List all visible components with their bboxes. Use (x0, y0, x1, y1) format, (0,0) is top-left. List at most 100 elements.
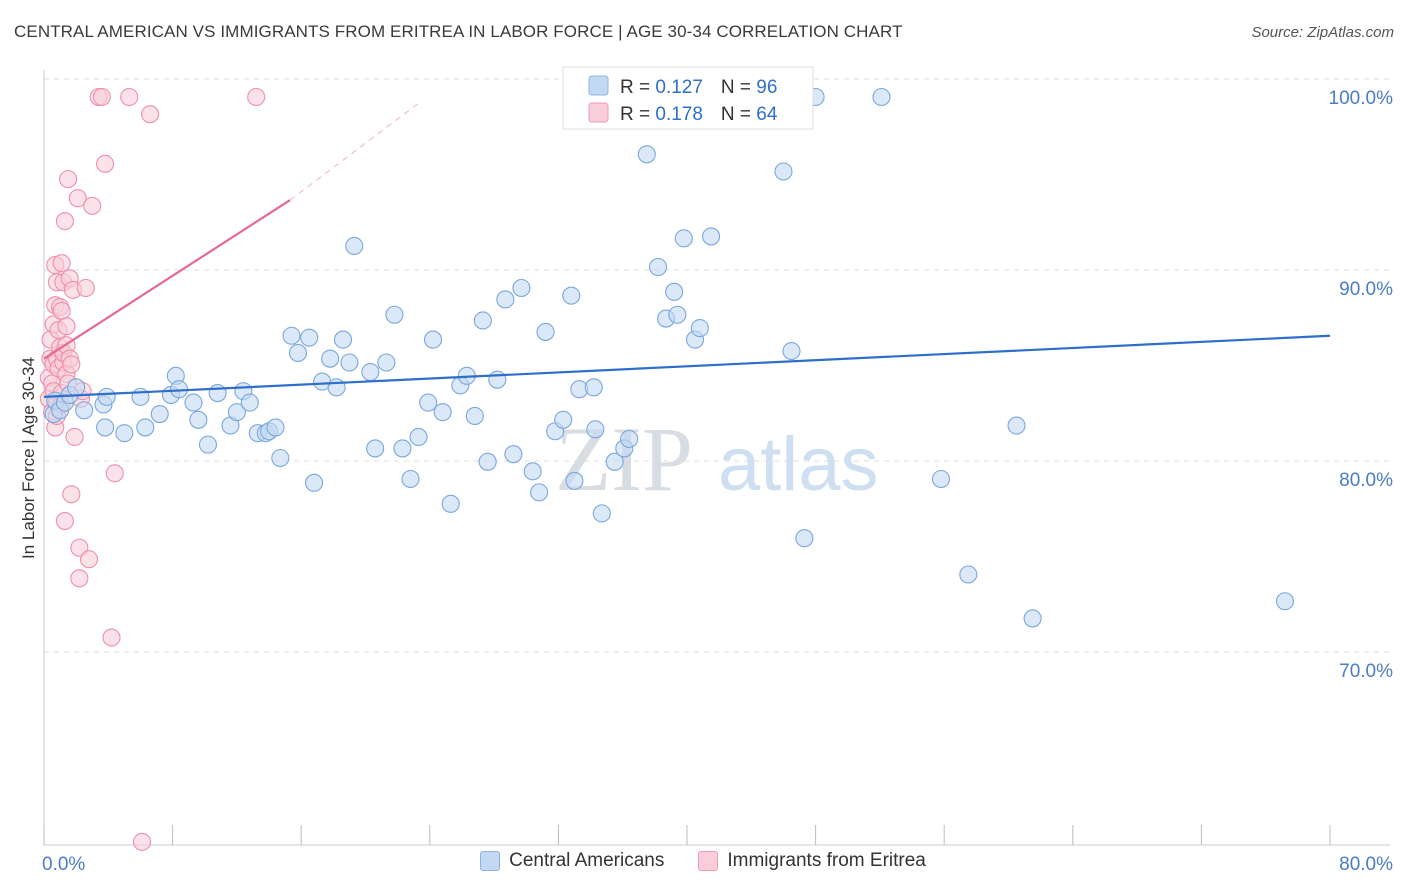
central-american-point-55 (478, 452, 497, 471)
legend-blue-r-label: R = (620, 77, 655, 98)
trend-line-eritrea (43, 199, 291, 360)
central-american-point-47 (419, 393, 438, 412)
central-american-point-12 (136, 418, 155, 437)
central-american-point-40 (361, 362, 380, 382)
central-american-point-73 (620, 429, 639, 448)
eritrea-point-41 (70, 569, 89, 588)
central-american-point-10 (115, 424, 134, 443)
central-american-point-54 (473, 311, 492, 330)
central-american-point-91 (931, 469, 951, 489)
central-american-point-18 (189, 410, 208, 429)
central-american-point-69 (586, 420, 605, 439)
central-american-point-29 (271, 448, 290, 468)
central-american-point-33 (305, 473, 324, 492)
legend-swatch-pink (588, 102, 609, 123)
central-american-point-71 (605, 452, 624, 471)
eritrea-point-28 (55, 511, 74, 531)
legend-label-central-americans: Central Americans (509, 850, 665, 871)
legend-swatch-central-americans (480, 851, 501, 871)
y-axis-label: In Labor Force | Age 30-34 (19, 357, 38, 559)
central-american-point-24 (240, 393, 259, 412)
central-american-point-50 (441, 494, 460, 513)
central-american-point-22 (227, 403, 246, 422)
central-american-point-13 (150, 405, 169, 424)
central-american-point-59 (512, 278, 531, 298)
eritrea-point-47 (83, 196, 102, 215)
central-american-point-62 (536, 322, 555, 341)
central-american-point-94 (1023, 609, 1042, 628)
eritrea-point-20 (52, 301, 71, 320)
central-american-point-43 (385, 305, 404, 324)
watermark-zip: ZIP (555, 408, 693, 510)
legend-item-central-americans[interactable]: Central Americans (480, 850, 664, 872)
legend-top: R = 0.127 N = 96 R = 0.178 N = 64 (562, 66, 814, 130)
legend-pink-n-label: N = (721, 104, 756, 125)
eritrea-point-52 (105, 464, 124, 483)
central-american-point-87 (782, 341, 801, 361)
central-american-point-56 (488, 370, 507, 389)
eritrea-point-39 (65, 427, 84, 447)
eritrea-point-56 (247, 87, 266, 107)
central-american-point-20 (208, 383, 227, 403)
source-label: Source: ZipAtlas.com (1251, 24, 1394, 41)
series-central-american-points (44, 87, 1295, 628)
legend-blue-n-value: 96 (756, 77, 777, 98)
trend-line-central-americans (43, 334, 1331, 398)
eritrea-point-50 (96, 154, 115, 173)
tick-labels: 70.0% 80.0% 90.0% 100.0% 0.0% 80.0% (42, 88, 1393, 875)
eritrea-point-37 (62, 485, 81, 504)
x-tick-label-80: 80.0% (1339, 854, 1393, 875)
central-american-point-45 (401, 469, 420, 489)
eritrea-point-54 (133, 832, 152, 851)
eritrea-point-51 (102, 628, 121, 647)
central-american-point-78 (665, 282, 684, 301)
trend-lines (43, 100, 1331, 398)
legend-swatch-blue (588, 75, 609, 96)
central-american-point-86 (774, 162, 793, 181)
eritrea-point-55 (141, 105, 160, 124)
central-american-point-9 (97, 387, 116, 406)
central-american-point-83 (702, 227, 721, 246)
y-tick-label-100: 100.0% (1329, 88, 1394, 109)
central-american-point-46 (409, 427, 428, 447)
eritrea-point-45 (76, 278, 95, 298)
legend-row-pink: R = 0.178 N = 64 (620, 104, 778, 125)
y-tick-label-80: 80.0% (1339, 470, 1393, 491)
legend-bottom: Central Americans Immigrants from Eritre… (0, 850, 1406, 872)
central-american-point-70 (592, 504, 611, 523)
central-american-point-53 (465, 406, 484, 426)
legend-pink-r-value: 0.178 (655, 104, 703, 125)
trend-line-eritrea-extension (289, 100, 423, 201)
eritrea-point-40 (68, 189, 87, 208)
central-american-point-44 (393, 439, 412, 458)
legend-item-eritrea[interactable]: Immigrants from Eritrea (698, 850, 926, 872)
central-american-point-48 (423, 330, 443, 349)
eritrea-point-49 (92, 87, 111, 107)
central-american-point-42 (377, 353, 396, 372)
central-american-point-82 (690, 319, 709, 338)
central-american-point-41 (366, 439, 385, 458)
central-american-point-19 (198, 435, 218, 454)
eritrea-point-36 (62, 355, 81, 374)
central-american-point-61 (530, 483, 549, 502)
central-american-point-8 (96, 418, 115, 437)
central-american-point-92 (959, 565, 978, 584)
central-american-point-79 (668, 305, 687, 324)
central-american-point-30 (282, 326, 301, 345)
y-tick-label-90: 90.0% (1339, 279, 1393, 300)
axes (43, 70, 1390, 846)
eritrea-point-33 (59, 170, 78, 189)
eritrea-point-29 (57, 317, 76, 336)
central-american-point-64 (554, 410, 573, 429)
central-american-point-39 (345, 236, 364, 256)
central-american-point-76 (649, 257, 668, 277)
legend-swatch-eritrea (698, 851, 719, 871)
watermark-atlas: atlas (718, 422, 879, 507)
central-american-point-35 (321, 349, 340, 368)
central-american-point-36 (327, 378, 346, 397)
legend-pink-n-value: 64 (756, 104, 778, 125)
central-american-point-80 (674, 229, 693, 248)
legend-pink-r-label: R = (620, 104, 655, 125)
eritrea-point-21 (52, 254, 71, 273)
central-american-point-60 (523, 462, 542, 481)
